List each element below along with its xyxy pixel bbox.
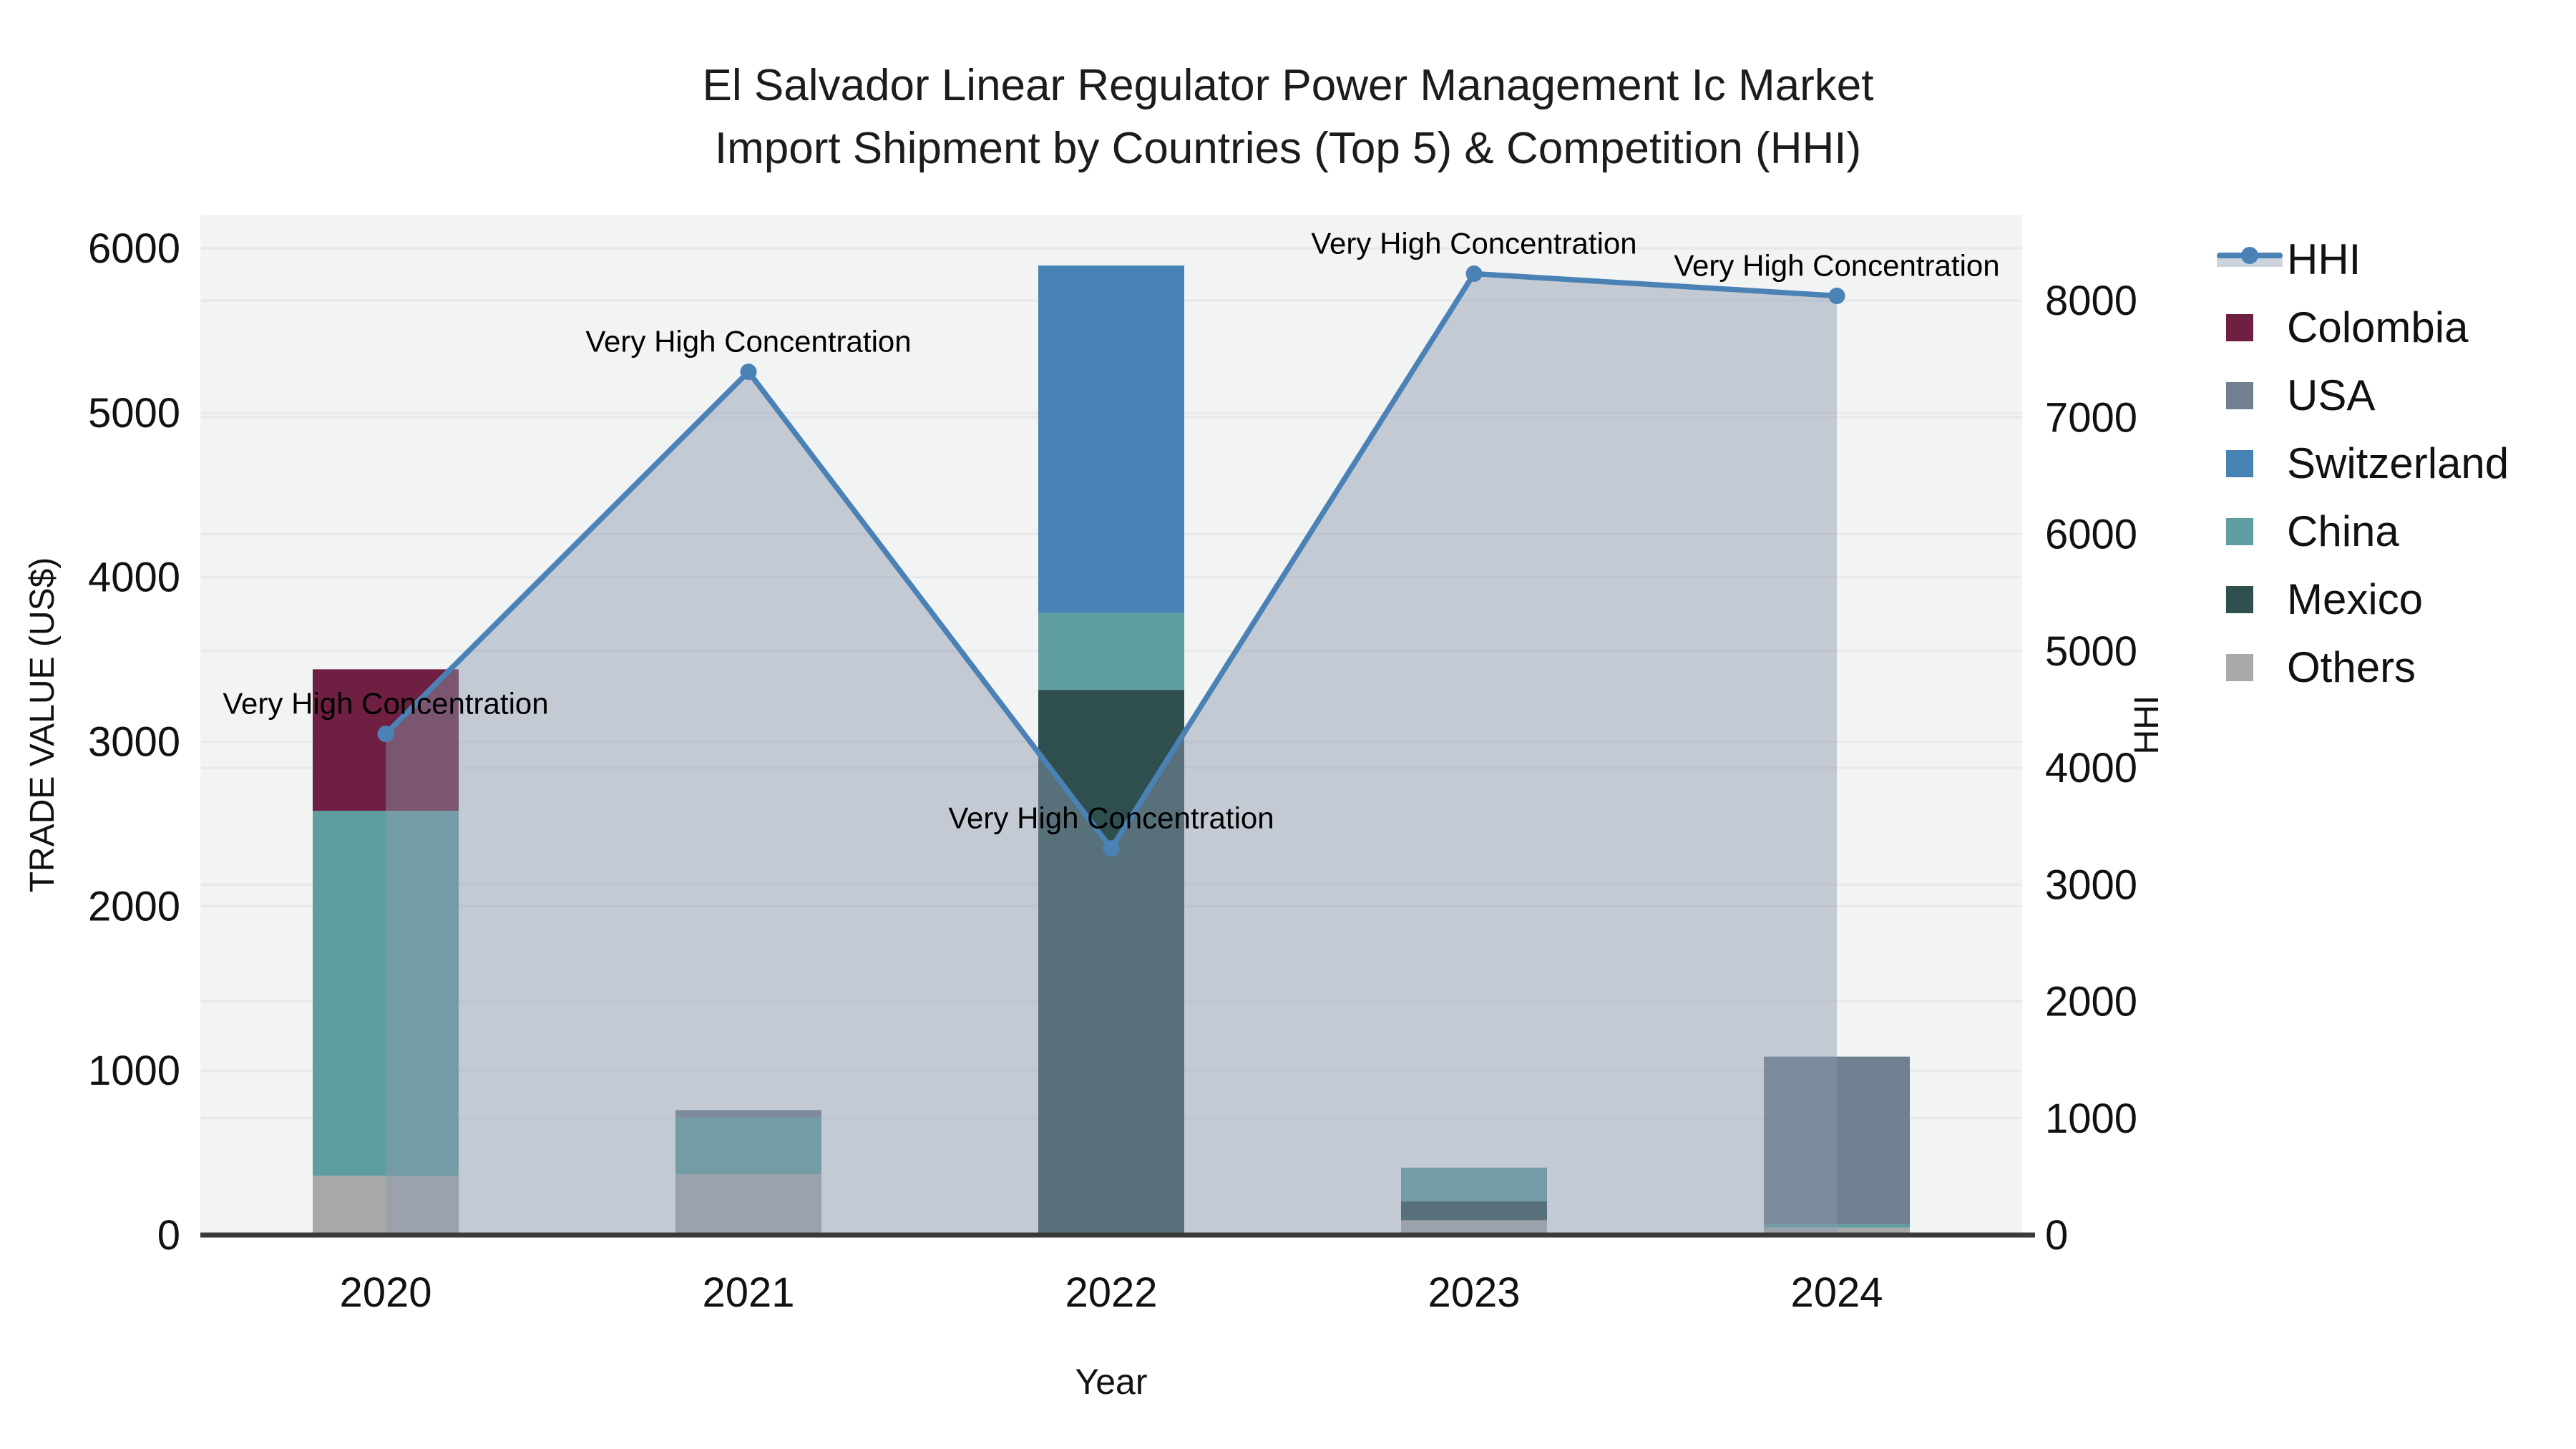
annotation-label: Very High Concentration [1311, 226, 1636, 260]
legend-item-mexico: Mexico [2217, 565, 2509, 633]
bar-segment-switzerland [1038, 265, 1184, 613]
legend-label: Others [2287, 643, 2416, 691]
legend-item-colombia: Colombia [2217, 293, 2509, 361]
bar-segment-others [1764, 1227, 1910, 1235]
y-tick-left: 6000 [88, 225, 180, 272]
legend-label: China [2287, 507, 2399, 555]
x-tick: 2021 [702, 1269, 794, 1316]
hhi-line-icon [2217, 245, 2283, 274]
legend-color-swatch [2226, 313, 2253, 341]
x-axis-title: Year [1075, 1362, 1147, 1402]
bar-segment-china [675, 1117, 821, 1174]
y-axis-title-left: TRADE VALUE (US$) [24, 557, 62, 893]
y-axis-title-right: HHI [2128, 696, 2166, 755]
legend-color-swatch [2226, 585, 2253, 613]
y-tick-right: 0 [2045, 1212, 2068, 1259]
x-tick: 2020 [339, 1269, 431, 1316]
y-tick-right: 6000 [2045, 512, 2137, 558]
x-tick: 2024 [1790, 1269, 1883, 1316]
hhi-marker [740, 364, 757, 381]
chart-title-line1: El Salvador Linear Regulator Power Manag… [703, 61, 1874, 110]
legend-item-switzerland: Switzerland [2217, 429, 2509, 497]
annotation-label: Very High Concentration [948, 801, 1274, 835]
hhi-line-layer [377, 265, 1845, 857]
legend-item-others: Others [2217, 633, 2509, 701]
legend-color-swatch [2226, 449, 2253, 477]
bar-segment-china [1401, 1167, 1547, 1201]
legend-swatch-icon [2217, 313, 2283, 341]
bar-segment-usa [1764, 1056, 1910, 1225]
legend-color-swatch [2226, 653, 2253, 681]
y-tick-right: 2000 [2045, 979, 2137, 1025]
legend-label: Switzerland [2287, 439, 2509, 487]
legend-swatch-icon [2217, 585, 2283, 613]
x-tick: 2022 [1065, 1269, 1157, 1316]
hhi-marker-swatch [2241, 246, 2258, 264]
bar-segment-china [1764, 1224, 1910, 1228]
y-tick-right: 8000 [2045, 278, 2137, 324]
y-tick-left: 4000 [88, 555, 180, 601]
y-tick-right: 3000 [2045, 862, 2137, 908]
annotation-label: Very High Concentration [1674, 248, 1999, 282]
y-tick-right: 5000 [2045, 628, 2137, 675]
bar-segment-usa [675, 1110, 821, 1118]
legend-swatch-icon [2217, 517, 2283, 545]
legend-color-swatch [2226, 381, 2253, 409]
hhi-marker [1828, 287, 1845, 304]
legend-item-usa: USA [2217, 361, 2509, 429]
legend-label: USA [2287, 371, 2376, 419]
legend-swatch-icon [2217, 381, 2283, 409]
y-tick-left: 5000 [88, 390, 180, 436]
y-tick-left: 0 [157, 1212, 180, 1259]
legend-label: Colombia [2287, 303, 2469, 351]
bar-segment-others [1401, 1220, 1547, 1235]
legend-item-hhi: HHI [2217, 225, 2509, 293]
bar-segment-china [313, 811, 459, 1176]
legend-swatch-icon [2217, 653, 2283, 681]
hhi-marker [1103, 840, 1120, 857]
legend-color-swatch [2226, 517, 2253, 545]
hhi-area-layer [386, 273, 1837, 1235]
hhi-marker [1465, 265, 1483, 282]
y-tick-right: 7000 [2045, 394, 2137, 441]
legend-swatch-icon [2217, 449, 2283, 477]
y-tick-left: 3000 [88, 719, 180, 766]
bar-segment-mexico [1401, 1201, 1547, 1221]
tick-label-layer: 0 1000 2000 3000 4000 5000 6000 0 1000 2000 3000 40… [88, 225, 2137, 1316]
legend-label: HHI [2287, 235, 2361, 283]
annotation-layer: Very High Concentration Very High Concent… [223, 226, 1999, 834]
annotation-label: Very High Concentration [585, 325, 911, 358]
bar-segment-others [675, 1174, 821, 1235]
y-tick-left: 1000 [88, 1048, 180, 1094]
y-tick-right: 1000 [2045, 1096, 2137, 1142]
y-tick-right: 4000 [2045, 745, 2137, 791]
hhi-marker [377, 726, 394, 743]
chart-title-line2: Import Shipment by Countries (Top 5) & C… [715, 124, 1861, 173]
legend-label: Mexico [2287, 575, 2424, 623]
annotation-label: Very High Concentration [223, 687, 548, 721]
legend: HHI Colombia USA Switzerland China Mexico Othe… [2217, 225, 2509, 701]
y-tick-left: 2000 [88, 883, 180, 930]
x-tick: 2023 [1428, 1269, 1520, 1316]
hhi-area-fill [386, 273, 1837, 1235]
bar-segment-china [1038, 613, 1184, 691]
bar-segment-others [313, 1176, 459, 1235]
legend-item-china: China [2217, 497, 2509, 565]
